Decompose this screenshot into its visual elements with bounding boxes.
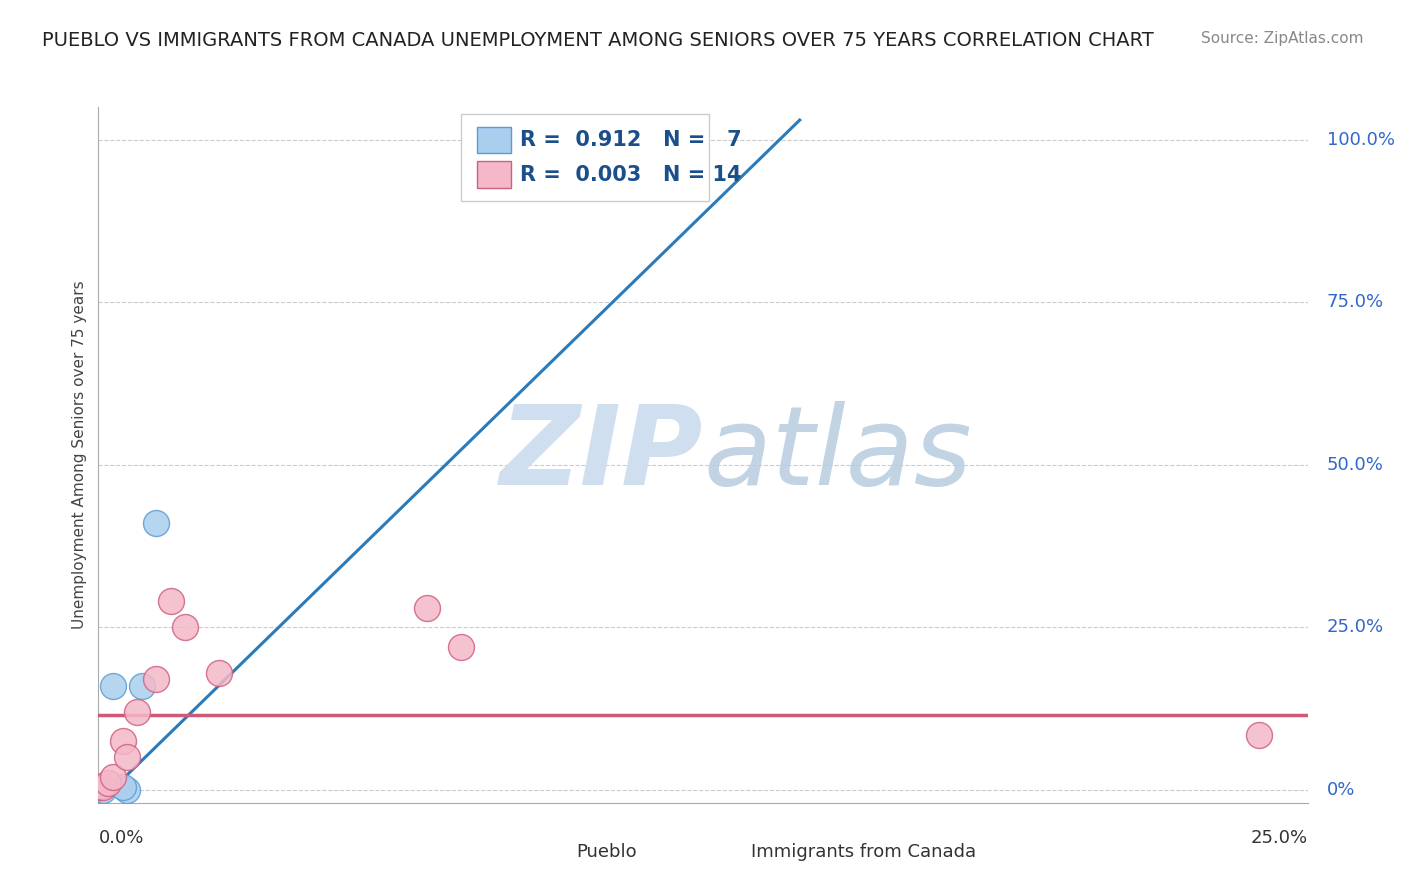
- Text: Immigrants from Canada: Immigrants from Canada: [751, 843, 977, 861]
- Text: 100.0%: 100.0%: [1327, 130, 1395, 149]
- FancyBboxPatch shape: [461, 114, 709, 201]
- Point: [160, 594, 183, 608]
- Point: [1249, 727, 1271, 741]
- Point: [117, 782, 139, 797]
- Point: [91, 780, 114, 794]
- Point: [101, 679, 124, 693]
- Point: [87, 780, 110, 794]
- Text: atlas: atlas: [703, 401, 972, 508]
- Text: 50.0%: 50.0%: [1327, 456, 1384, 474]
- Point: [174, 620, 197, 634]
- Text: PUEBLO VS IMMIGRANTS FROM CANADA UNEMPLOYMENT AMONG SENIORS OVER 75 YEARS CORREL: PUEBLO VS IMMIGRANTS FROM CANADA UNEMPLO…: [42, 31, 1154, 50]
- Point: [111, 780, 134, 794]
- Point: [131, 679, 153, 693]
- Text: Source: ZipAtlas.com: Source: ZipAtlas.com: [1201, 31, 1364, 46]
- Point: [208, 665, 231, 680]
- Point: [91, 782, 114, 797]
- Point: [416, 600, 439, 615]
- Point: [97, 776, 120, 790]
- FancyBboxPatch shape: [477, 161, 510, 187]
- Text: 25.0%: 25.0%: [1327, 618, 1384, 636]
- Y-axis label: Unemployment Among Seniors over 75 years: Unemployment Among Seniors over 75 years: [72, 281, 87, 629]
- Point: [450, 640, 472, 654]
- Point: [145, 516, 167, 531]
- Text: R =  0.912   N =   7: R = 0.912 N = 7: [520, 129, 742, 150]
- Text: 75.0%: 75.0%: [1327, 293, 1384, 311]
- Text: 0%: 0%: [1327, 780, 1355, 799]
- Point: [117, 750, 139, 764]
- Point: [111, 734, 134, 748]
- Text: ZIP: ZIP: [499, 401, 703, 508]
- FancyBboxPatch shape: [540, 839, 569, 864]
- Text: Pueblo: Pueblo: [576, 843, 637, 861]
- Text: 25.0%: 25.0%: [1250, 829, 1308, 847]
- Point: [145, 672, 167, 686]
- Point: [101, 770, 124, 784]
- Text: R =  0.003   N = 14: R = 0.003 N = 14: [520, 164, 742, 185]
- Point: [668, 152, 690, 166]
- Point: [127, 705, 149, 719]
- Text: 0.0%: 0.0%: [98, 829, 143, 847]
- FancyBboxPatch shape: [716, 839, 745, 864]
- FancyBboxPatch shape: [477, 127, 510, 153]
